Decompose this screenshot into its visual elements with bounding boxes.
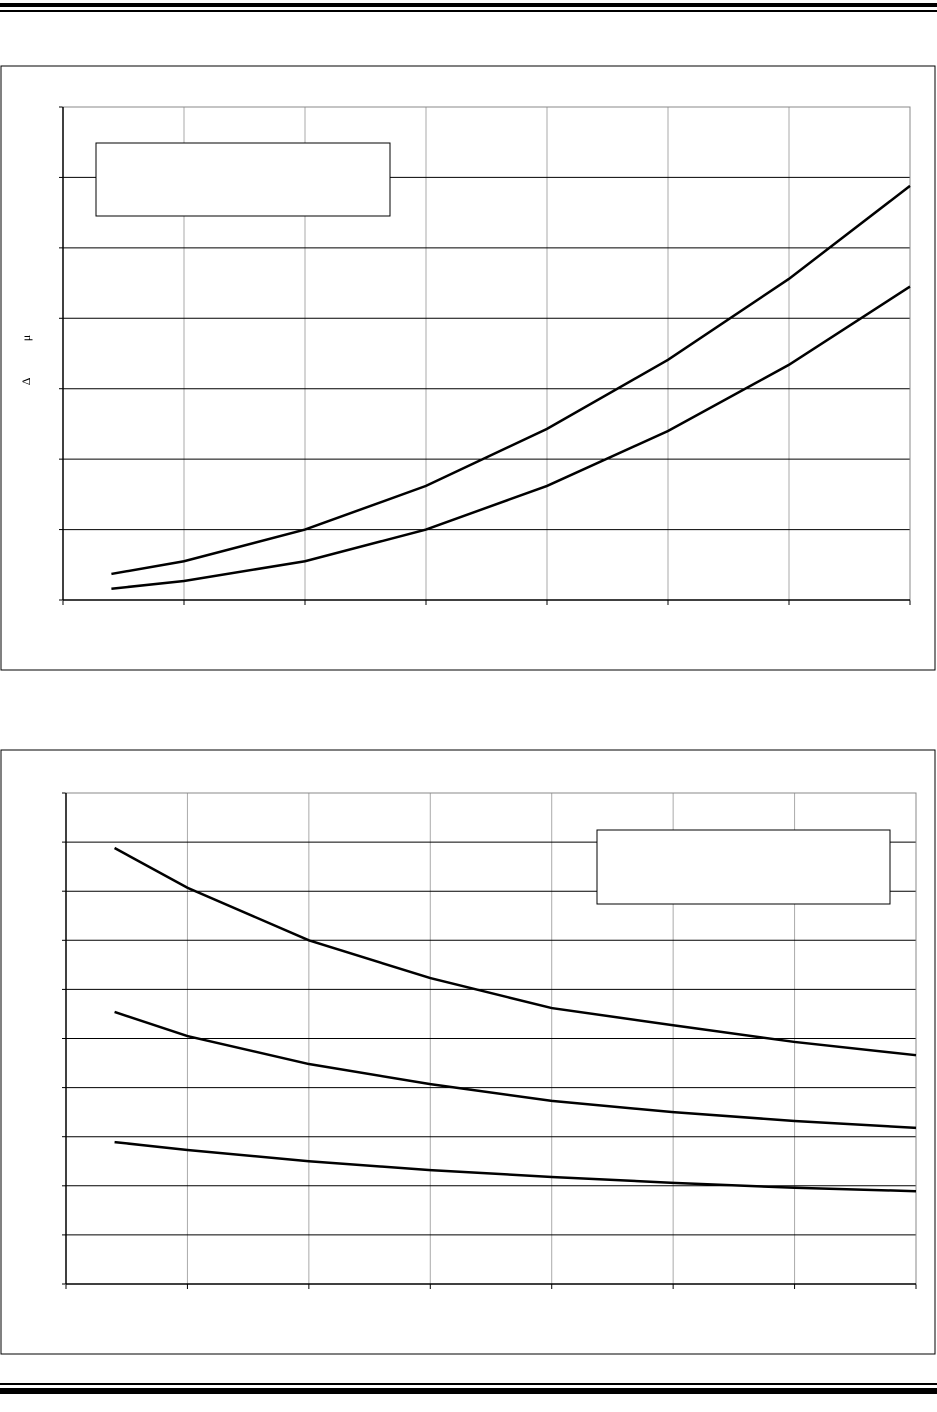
data-line [111,285,911,590]
footer-rule [0,1383,937,1385]
chart-frame [0,65,936,671]
data-line [114,1010,917,1130]
footer-rule [0,1388,937,1394]
data-line [114,1140,917,1193]
header-rule [0,10,937,12]
legend-box [596,829,891,905]
y-axis-label: Δ μ [19,335,33,386]
header-rule [0,3,937,7]
data-line [113,846,917,1057]
chart-frame [0,749,936,1355]
data-line [111,184,911,576]
legend-box [95,142,391,217]
